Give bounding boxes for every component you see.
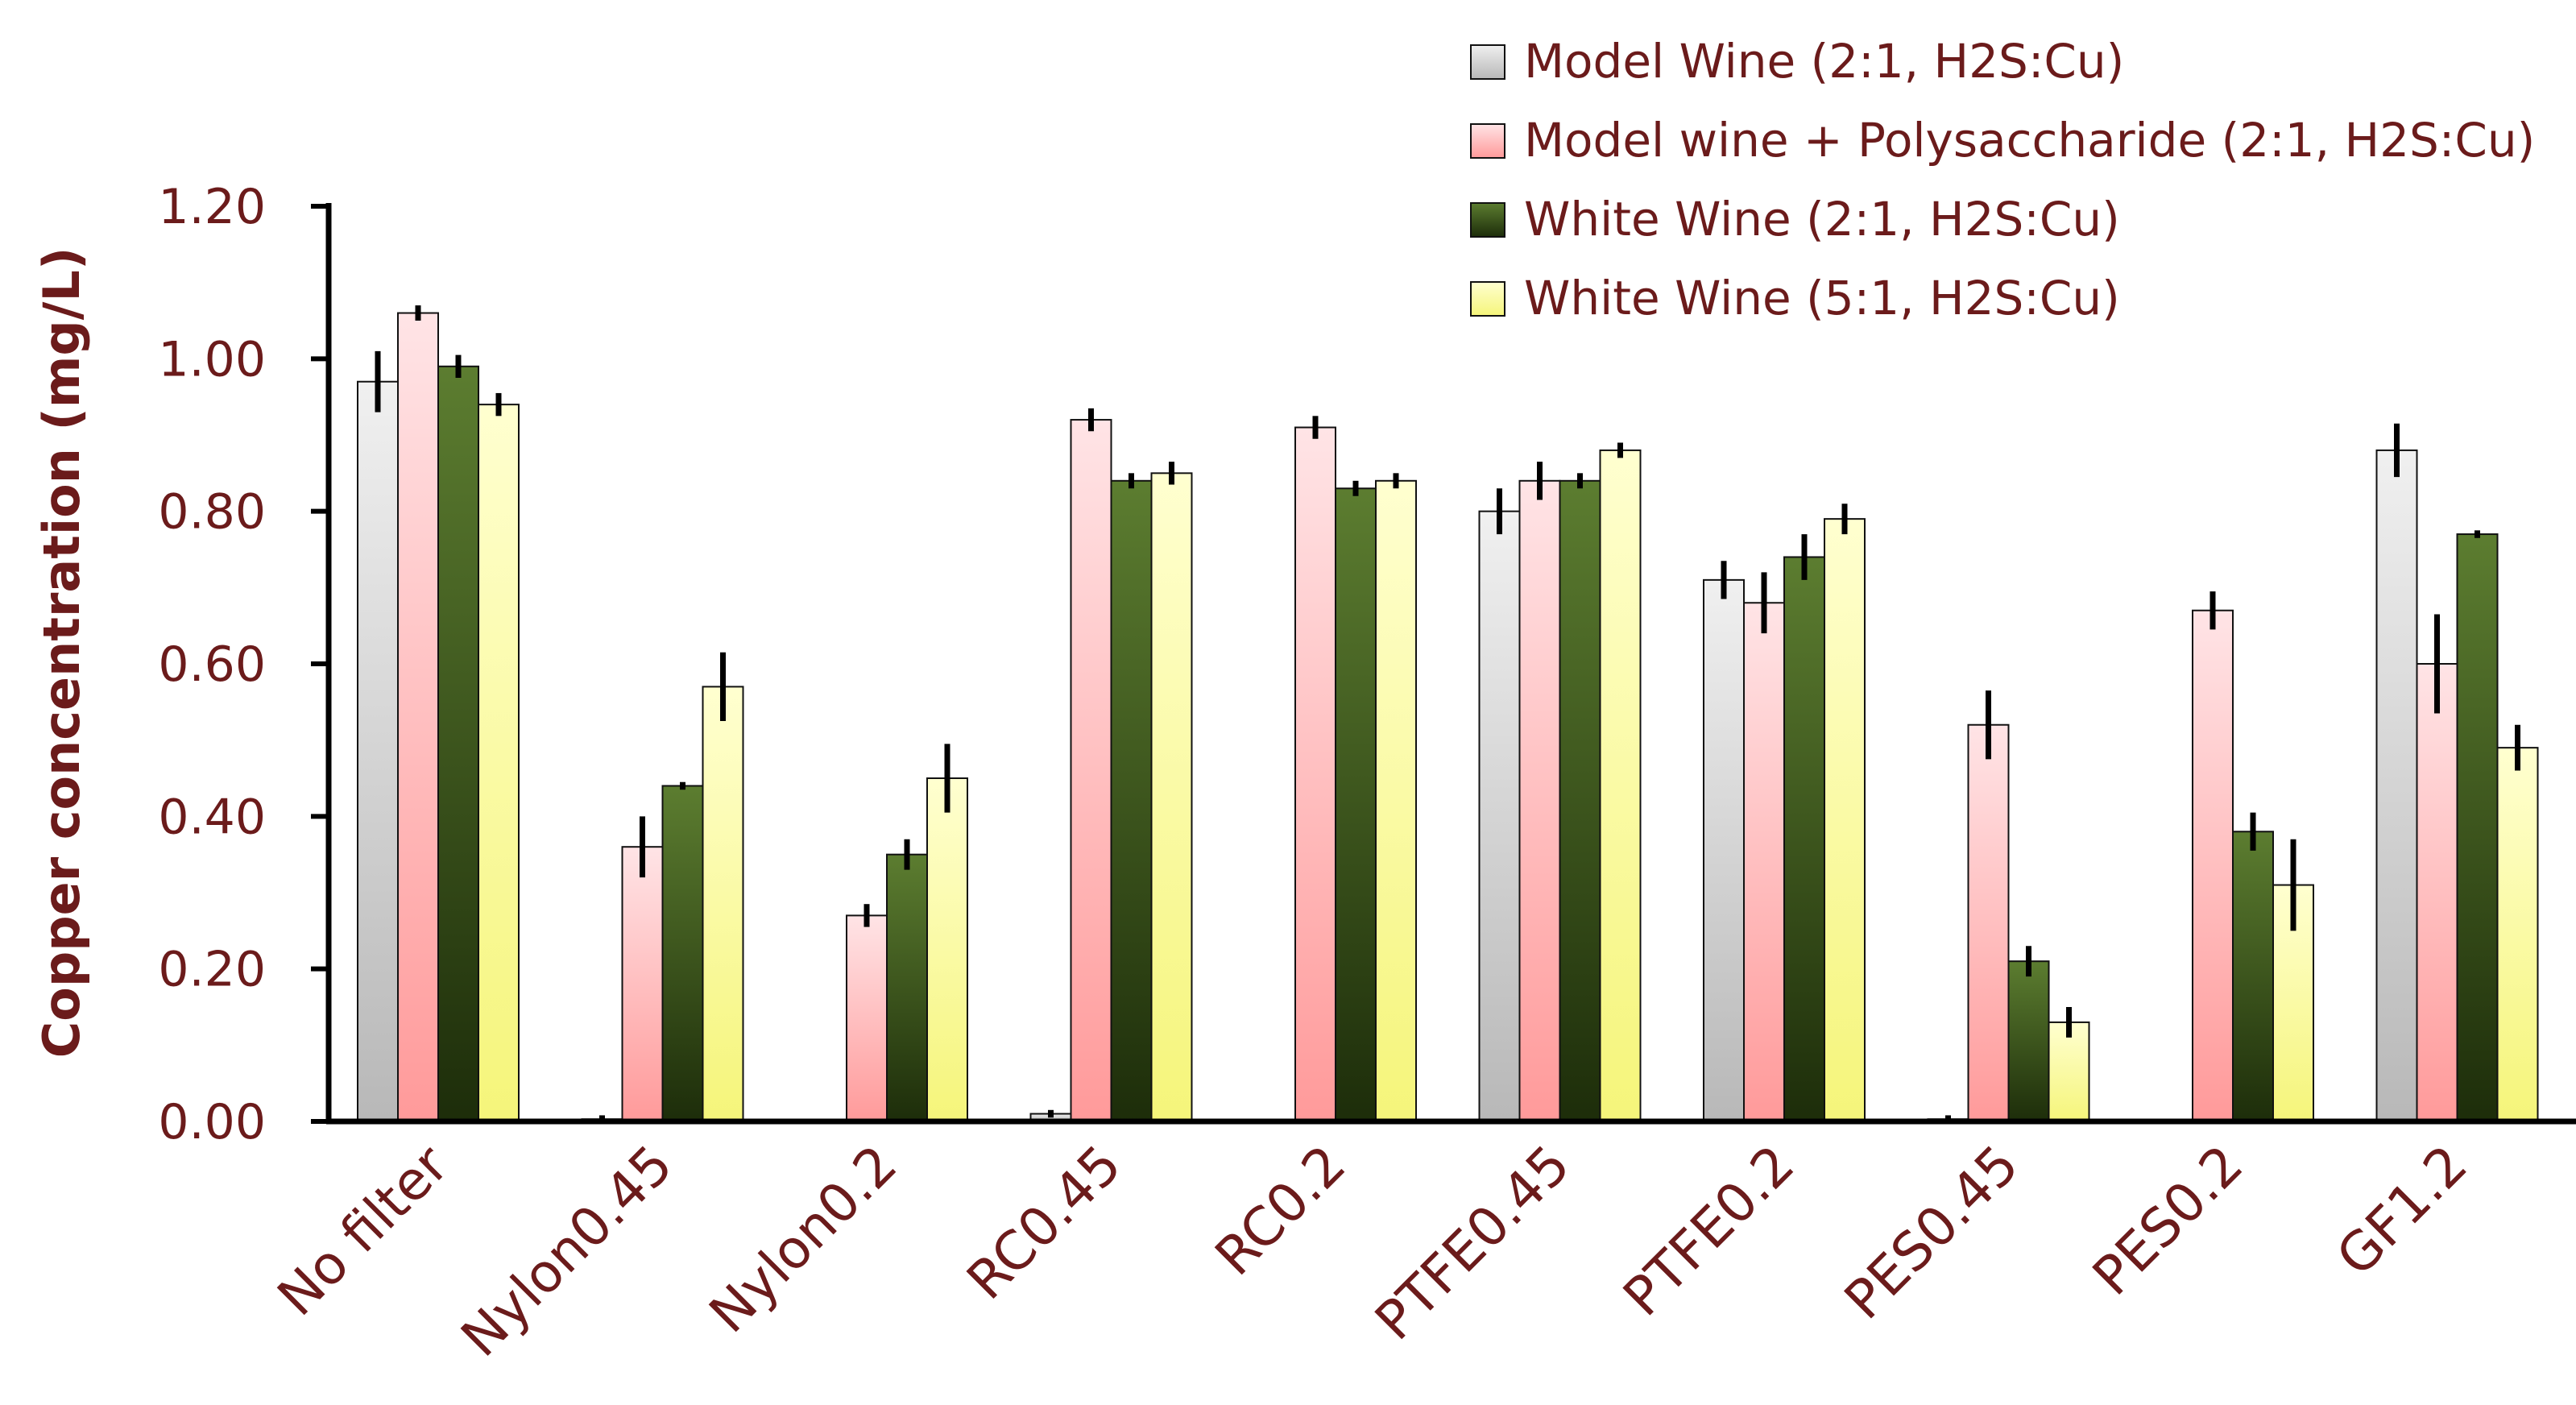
bar-9-1 bbox=[2416, 663, 2458, 1122]
bar-8-1 bbox=[2192, 609, 2234, 1122]
bar-9-2 bbox=[2456, 533, 2499, 1122]
y-tick-label: 0.20 bbox=[158, 942, 266, 998]
y-tick-label: 0.60 bbox=[158, 636, 266, 693]
x-tick-label: No filter bbox=[266, 1133, 461, 1328]
legend-swatch bbox=[1470, 202, 1505, 238]
bar-1-3 bbox=[702, 686, 744, 1122]
x-tick-label: Nylon0.45 bbox=[449, 1134, 685, 1369]
bar-4-1 bbox=[1294, 426, 1336, 1122]
bar-1-1 bbox=[621, 846, 664, 1122]
y-tick-label: 0.80 bbox=[158, 484, 266, 541]
bar-6-2 bbox=[1783, 556, 1825, 1122]
bar-7-2 bbox=[2007, 960, 2050, 1122]
bar-4-2 bbox=[1335, 487, 1377, 1122]
bar-1-2 bbox=[661, 785, 704, 1122]
bar-0-0 bbox=[357, 380, 399, 1122]
x-tick-label: PTFE0.45 bbox=[1363, 1134, 1581, 1352]
y-tick-label: 0.00 bbox=[158, 1094, 266, 1150]
bars-layer bbox=[357, 305, 2539, 1123]
bar-7-3 bbox=[2048, 1021, 2090, 1123]
bar-3-3 bbox=[1150, 472, 1193, 1122]
legend-swatch bbox=[1470, 44, 1505, 80]
bar-9-3 bbox=[2496, 747, 2539, 1123]
y-axis-label: Copper concentration (mg/L) bbox=[32, 247, 91, 1059]
x-tick-label: RC0.45 bbox=[955, 1134, 1133, 1312]
bar-8-2 bbox=[2232, 831, 2274, 1123]
bar-7-1 bbox=[1967, 723, 2010, 1122]
x-tick-label: PTFE0.2 bbox=[1612, 1134, 1807, 1328]
legend-swatch bbox=[1470, 281, 1505, 317]
x-tick-label: PES0.2 bbox=[2081, 1134, 2255, 1308]
y-tick-label: 1.20 bbox=[158, 179, 266, 235]
bar-0-2 bbox=[437, 365, 479, 1122]
bar-5-3 bbox=[1599, 449, 1642, 1122]
bar-2-1 bbox=[846, 914, 888, 1123]
y-tick-label: 1.00 bbox=[158, 331, 266, 388]
x-tick-label: Nylon0.2 bbox=[698, 1134, 909, 1345]
legend-swatch bbox=[1470, 123, 1505, 159]
x-tick-label: PES0.45 bbox=[1833, 1134, 2031, 1332]
x-tick-label: GF1.2 bbox=[2325, 1134, 2479, 1288]
bar-6-0 bbox=[1703, 578, 1745, 1122]
y-tick-label: 0.40 bbox=[158, 789, 266, 845]
bar-3-1 bbox=[1070, 419, 1112, 1122]
bar-4-3 bbox=[1375, 479, 1417, 1122]
bar-5-1 bbox=[1518, 479, 1561, 1122]
bar-6-1 bbox=[1743, 602, 1785, 1122]
legend-label: White Wine (5:1, H2S:Cu) bbox=[1524, 271, 2120, 325]
bar-2-3 bbox=[926, 777, 968, 1122]
legend-label: Model Wine (2:1, H2S:Cu) bbox=[1524, 34, 2124, 89]
bar-2-2 bbox=[886, 853, 928, 1122]
bar-0-3 bbox=[478, 404, 520, 1122]
bar-5-2 bbox=[1559, 479, 1601, 1122]
bar-6-3 bbox=[1824, 518, 1866, 1122]
bar-5-0 bbox=[1478, 510, 1521, 1122]
legend: Model Wine (2:1, H2S:Cu) Model wine + Pol… bbox=[1470, 34, 2535, 325]
bar-0-1 bbox=[397, 312, 439, 1122]
x-tick-label: RC0.2 bbox=[1203, 1134, 1357, 1287]
bar-9-0 bbox=[2375, 449, 2418, 1122]
bar-3-2 bbox=[1110, 479, 1153, 1122]
legend-label: Model wine + Polysaccharide (2:1, H2S:Cu… bbox=[1524, 113, 2535, 168]
legend-label: White Wine (2:1, H2S:Cu) bbox=[1524, 192, 2120, 247]
